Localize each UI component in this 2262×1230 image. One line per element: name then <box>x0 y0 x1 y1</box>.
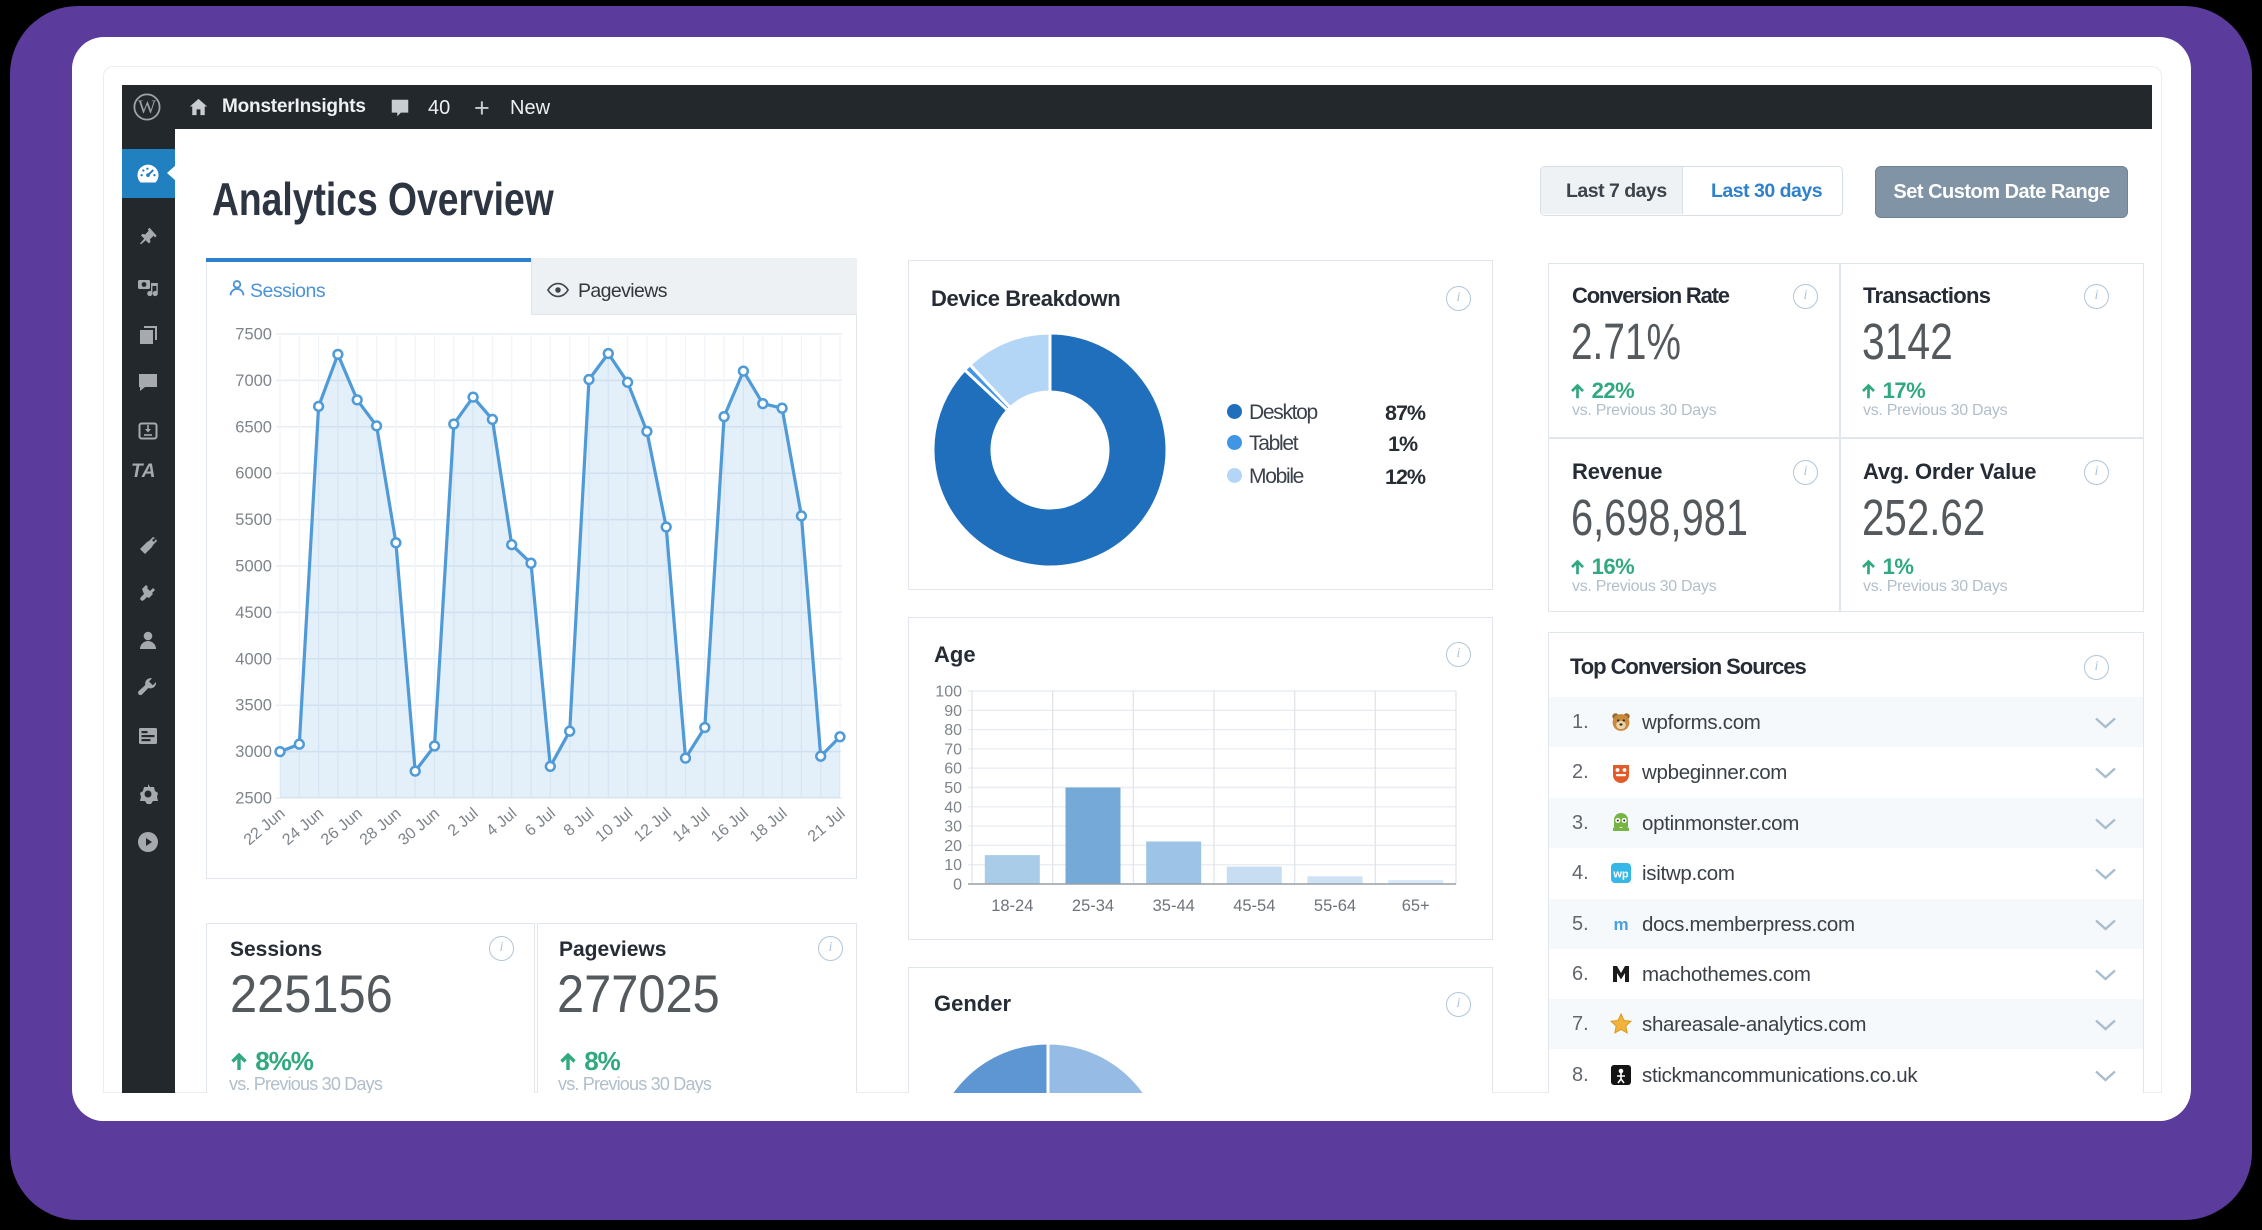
svg-text:65+: 65+ <box>1402 897 1430 915</box>
svg-text:60: 60 <box>944 761 962 778</box>
svg-text:7000: 7000 <box>235 372 272 390</box>
svg-text:25-34: 25-34 <box>1072 897 1114 915</box>
svg-text:5500: 5500 <box>235 511 272 529</box>
svg-text:2500: 2500 <box>235 790 272 808</box>
svg-text:10: 10 <box>944 857 962 874</box>
svg-text:14 Jul: 14 Jul <box>670 805 714 845</box>
svg-text:12 Jul: 12 Jul <box>631 805 675 845</box>
svg-text:35-44: 35-44 <box>1153 897 1195 915</box>
svg-text:80: 80 <box>944 722 962 739</box>
svg-text:6 Jul: 6 Jul <box>522 805 559 840</box>
svg-text:W: W <box>138 97 156 118</box>
svg-text:18-24: 18-24 <box>991 897 1033 915</box>
svg-text:20: 20 <box>944 838 962 855</box>
svg-text:40: 40 <box>944 799 962 816</box>
svg-text:6500: 6500 <box>235 418 272 436</box>
svg-text:28 Jun: 28 Jun <box>357 805 405 849</box>
svg-text:4000: 4000 <box>235 650 272 668</box>
svg-text:50: 50 <box>944 780 962 797</box>
svg-text:5000: 5000 <box>235 558 272 576</box>
svg-text:2 Jul: 2 Jul <box>445 805 482 840</box>
svg-text:18 Jul: 18 Jul <box>747 805 791 845</box>
svg-text:22 Jun: 22 Jun <box>241 805 289 849</box>
svg-text:90: 90 <box>944 703 962 720</box>
svg-text:100: 100 <box>935 684 962 701</box>
svg-text:70: 70 <box>944 741 962 758</box>
svg-text:45-54: 45-54 <box>1233 897 1275 915</box>
svg-text:0: 0 <box>953 877 962 894</box>
svg-text:55-64: 55-64 <box>1314 897 1356 915</box>
svg-text:3000: 3000 <box>235 743 272 761</box>
svg-text:26 Jun: 26 Jun <box>318 805 366 849</box>
svg-text:30 Jun: 30 Jun <box>395 805 443 849</box>
svg-text:7500: 7500 <box>235 326 272 344</box>
svg-text:3500: 3500 <box>235 697 272 715</box>
svg-text:6000: 6000 <box>235 465 272 483</box>
svg-text:m: m <box>1613 915 1628 934</box>
svg-text:30: 30 <box>944 819 962 836</box>
svg-text:16 Jul: 16 Jul <box>708 805 752 845</box>
svg-text:4500: 4500 <box>235 604 272 622</box>
svg-text:24 Jun: 24 Jun <box>279 805 327 849</box>
svg-text:10 Jul: 10 Jul <box>593 805 637 845</box>
svg-text:21 Jul: 21 Jul <box>805 805 849 845</box>
svg-text:4 Jul: 4 Jul <box>483 805 520 840</box>
svg-text:8 Jul: 8 Jul <box>561 805 598 840</box>
svg-text:wp: wp <box>1612 869 1629 881</box>
